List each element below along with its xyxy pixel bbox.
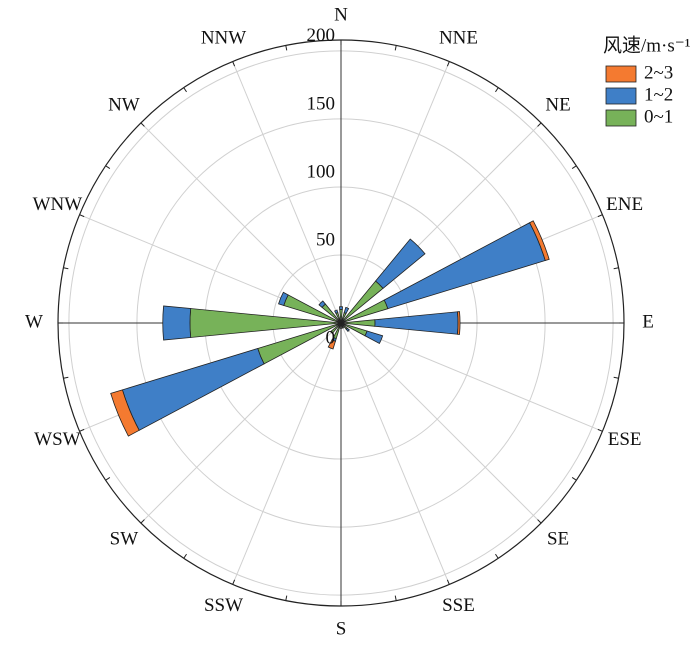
outer-tick [394, 595, 397, 601]
direction-label: WSW [34, 429, 81, 450]
legend-swatch [605, 87, 637, 105]
bar-segment [278, 291, 289, 306]
outer-tick [232, 579, 236, 585]
outer-tick [597, 428, 603, 432]
direction-label: W [25, 311, 43, 332]
bar-segment [327, 339, 336, 350]
grid-spoke [232, 61, 342, 324]
bar-segment [345, 327, 350, 332]
grid-spoke [340, 322, 450, 585]
outer-tick [613, 376, 619, 379]
direction-label: NE [545, 94, 570, 115]
legend-swatch [605, 65, 637, 83]
grid-spoke [140, 122, 342, 324]
bar-segment [364, 330, 384, 344]
outer-tick [446, 579, 450, 585]
direction-label: N [334, 4, 348, 25]
grid-spoke [340, 61, 450, 324]
outer-tick [537, 519, 542, 524]
bar-segment [162, 305, 192, 341]
direction-label: NNE [439, 28, 478, 49]
grid-spoke [340, 322, 603, 432]
bar-segment [375, 238, 426, 289]
bar-segment [374, 311, 459, 335]
bar-segment [110, 389, 140, 437]
bar-segment [343, 306, 350, 314]
outer-tick [79, 428, 85, 432]
outer-tick [232, 61, 236, 67]
outer-tick [140, 519, 145, 524]
direction-label: ENE [606, 194, 643, 215]
bar-segment [340, 322, 345, 329]
grid-spoke [140, 322, 342, 524]
direction-label: SW [110, 528, 139, 549]
bar-segment [338, 306, 344, 310]
direction-label: SE [547, 528, 569, 549]
grid-spoke [232, 322, 342, 585]
outer-tick [495, 553, 499, 559]
r-tick-label: 100 [307, 161, 336, 182]
r-tick-label: 150 [307, 93, 336, 114]
outer-tick [571, 477, 577, 481]
direction-label: E [642, 311, 654, 332]
outer-tick [63, 376, 69, 379]
bar-segment [457, 311, 461, 335]
direction-label: NNW [201, 28, 246, 49]
bar-segment [340, 322, 342, 329]
direction-label: S [336, 618, 347, 639]
outer-tick [183, 553, 187, 559]
outer-tick [285, 595, 288, 601]
outer-tick [495, 87, 499, 93]
legend-title: 风速/m·s⁻¹ [603, 34, 691, 56]
bar-segment [329, 322, 342, 335]
outer-tick [63, 267, 69, 270]
outer-tick [571, 165, 577, 169]
direction-label: NW [108, 94, 140, 115]
r-tick-label: 200 [307, 25, 336, 46]
bar-segment [318, 300, 326, 308]
legend-label: 2~3 [644, 62, 673, 83]
bar-segment [121, 347, 265, 431]
grid-spoke [340, 322, 542, 524]
outer-tick [105, 477, 111, 481]
legend-label: 1~2 [644, 84, 673, 105]
outer-tick [613, 267, 619, 270]
r-tick-label: 50 [316, 229, 335, 250]
outer-tick [537, 122, 542, 127]
direction-label: SSW [204, 595, 243, 616]
legend-swatch [605, 109, 637, 127]
bar-segment [334, 309, 339, 314]
outer-tick [446, 61, 450, 67]
bar-segment [529, 220, 550, 262]
outer-tick [285, 45, 288, 51]
direction-label: WNW [33, 194, 83, 215]
outer-tick [140, 122, 145, 127]
direction-label: SSE [442, 595, 475, 616]
outer-tick [394, 45, 397, 51]
r-tick-label: 0 [326, 327, 336, 348]
direction-label: ESE [608, 429, 642, 450]
outer-tick [183, 87, 187, 93]
outer-tick [105, 165, 111, 169]
legend-label: 0~1 [644, 106, 673, 127]
outer-tick [79, 214, 85, 218]
outer-tick [597, 214, 603, 218]
